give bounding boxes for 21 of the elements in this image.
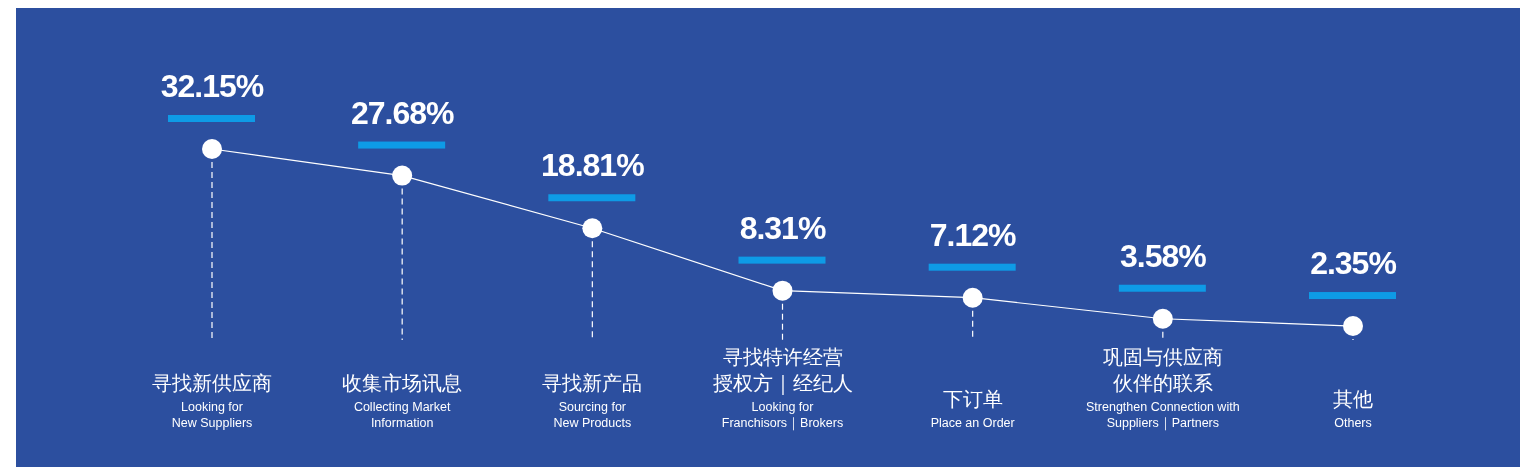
data-label: 18.81% xyxy=(541,147,645,184)
data-label: 7.12% xyxy=(929,216,1017,253)
x-tick-label: 巩固与供应商伙伴的联系 Strengthen Connection with Suppliers｜Partners xyxy=(1086,346,1240,431)
x-tick-label: 寻找新供应商 Looking for New Suppliers xyxy=(152,372,272,430)
x-tick-label: 收集市场讯息 Collecting Market Information xyxy=(342,372,463,430)
data-label: 2.35% xyxy=(1310,245,1397,282)
data-label: 8.31% xyxy=(739,209,826,246)
x-tick-label: 其他 Others xyxy=(1333,388,1373,430)
point xyxy=(582,218,603,239)
point xyxy=(772,280,793,301)
data-label: 3.58% xyxy=(1119,237,1207,274)
point xyxy=(202,139,222,159)
x-tick-label: 寻找特许经营授权方｜经纪人 Looking for Franchisors｜Brokers xyxy=(712,346,853,431)
point xyxy=(1343,316,1363,337)
x-tick-label: 下订单 Place an Order xyxy=(930,388,1015,430)
x-tick-label: 寻找新产品 Sourcing for New Products xyxy=(542,372,643,430)
point xyxy=(392,165,413,186)
data-label: 32.15% xyxy=(160,68,264,104)
point xyxy=(962,287,983,308)
data-label: 27.68% xyxy=(350,94,454,131)
point xyxy=(1152,308,1173,329)
